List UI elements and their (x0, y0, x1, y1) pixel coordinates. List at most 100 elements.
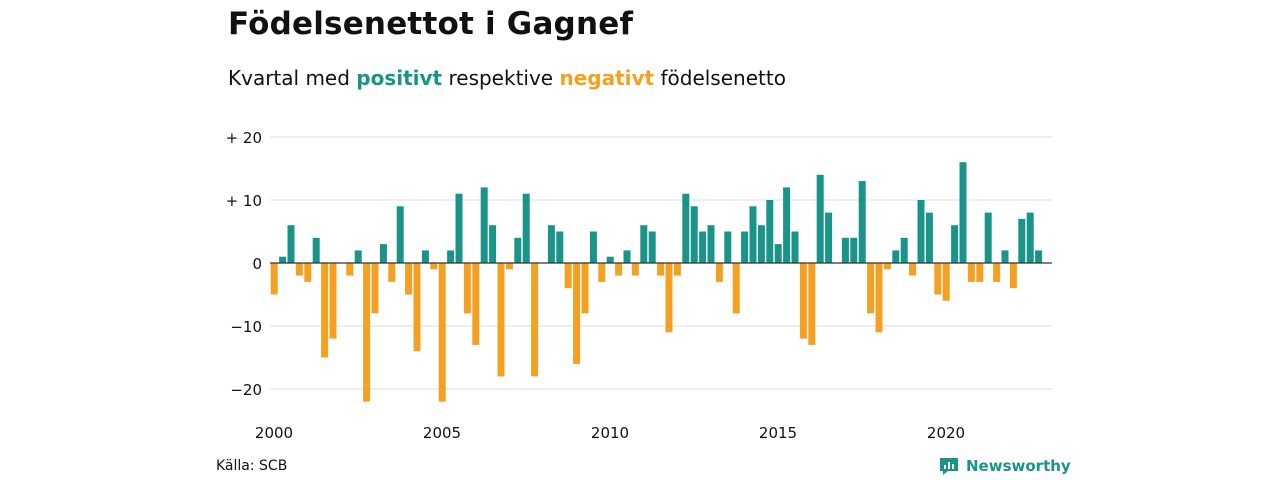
bar (951, 225, 959, 263)
bar (648, 231, 656, 263)
x-tick-label: 2015 (759, 424, 797, 442)
bar (480, 187, 488, 263)
bar (967, 263, 975, 282)
bar (850, 237, 858, 263)
bar (447, 250, 455, 263)
bar (749, 206, 757, 263)
bar (556, 231, 564, 263)
bar (707, 225, 715, 263)
bars (270, 162, 1043, 402)
bar (514, 237, 522, 263)
bar (867, 263, 875, 314)
bar (783, 187, 791, 263)
bar (379, 244, 387, 263)
bar (841, 237, 849, 263)
bar (531, 263, 539, 377)
bar (438, 263, 446, 402)
bar (925, 212, 933, 263)
bar (312, 237, 320, 263)
bar (724, 231, 732, 263)
subtitle-middle: respektive (442, 66, 560, 90)
brand-logo: Newsworthy (938, 455, 1071, 477)
bar (934, 263, 942, 295)
bar (354, 250, 362, 263)
bar (581, 263, 589, 314)
bar (757, 225, 765, 263)
bar (1035, 250, 1043, 263)
bar (816, 174, 824, 263)
bar (892, 250, 900, 263)
bar (976, 263, 984, 282)
bar (547, 225, 555, 263)
bar (304, 263, 312, 282)
bar (699, 231, 707, 263)
bar (606, 256, 614, 263)
brand-name: Newsworthy (966, 457, 1071, 475)
bar (732, 263, 740, 314)
bar (463, 263, 471, 314)
bar (875, 263, 883, 333)
bar (766, 200, 774, 263)
bar (682, 193, 690, 263)
bar (564, 263, 572, 289)
bar (917, 200, 925, 263)
bar (615, 263, 623, 276)
bar (522, 193, 530, 263)
subtitle-positive-word: positivt (356, 66, 443, 90)
y-tick-label: −20 (230, 381, 262, 399)
bar (640, 225, 648, 263)
bar (1018, 218, 1026, 263)
bar (942, 263, 950, 301)
bar (405, 263, 413, 295)
bar (774, 244, 782, 263)
bar (623, 250, 631, 263)
y-tick-label: + 10 (226, 192, 262, 210)
bar (959, 162, 967, 263)
bar (631, 263, 639, 276)
bar (1009, 263, 1017, 289)
y-tick-label: −10 (230, 318, 262, 336)
bar (665, 263, 673, 333)
bar (909, 263, 917, 276)
newsworthy-logo-icon (940, 458, 958, 475)
bar (791, 231, 799, 263)
bar (363, 263, 371, 402)
bar (279, 256, 287, 263)
chart-subtitle: Kvartal med positivt respektive negativt… (228, 66, 786, 90)
bar (346, 263, 354, 276)
bar (321, 263, 329, 358)
bar (430, 263, 438, 270)
bar (455, 193, 463, 263)
x-tick-label: 2020 (927, 424, 965, 442)
bar (295, 263, 303, 276)
subtitle-negative-word: negativt (559, 66, 655, 90)
source-note: Källa: SCB (216, 458, 288, 474)
y-tick-label: + 20 (226, 129, 262, 147)
bar (589, 231, 597, 263)
bar (388, 263, 396, 282)
gridlines (270, 136, 1052, 390)
x-tick-label: 2005 (423, 424, 461, 442)
bar (505, 263, 513, 270)
bar (690, 206, 698, 263)
bar (573, 263, 581, 364)
bar (808, 263, 816, 345)
bar (858, 181, 866, 263)
chart-title: Födelsenettot i Gagnef (228, 6, 634, 42)
bar (825, 212, 833, 263)
x-tick-label: 2000 (255, 424, 293, 442)
bar (413, 263, 421, 352)
bar (472, 263, 480, 345)
bar (371, 263, 379, 314)
bar (883, 263, 891, 270)
y-axis-ticks: + 20 + 10 0 −10 −20 (226, 129, 262, 399)
bar (270, 263, 278, 295)
bar (673, 263, 681, 276)
bar (799, 263, 807, 339)
y-tick-label: 0 (252, 255, 262, 273)
bar (598, 263, 606, 282)
subtitle-suffix: födelsenetto (654, 66, 786, 90)
bar (329, 263, 337, 339)
bar (396, 206, 404, 263)
